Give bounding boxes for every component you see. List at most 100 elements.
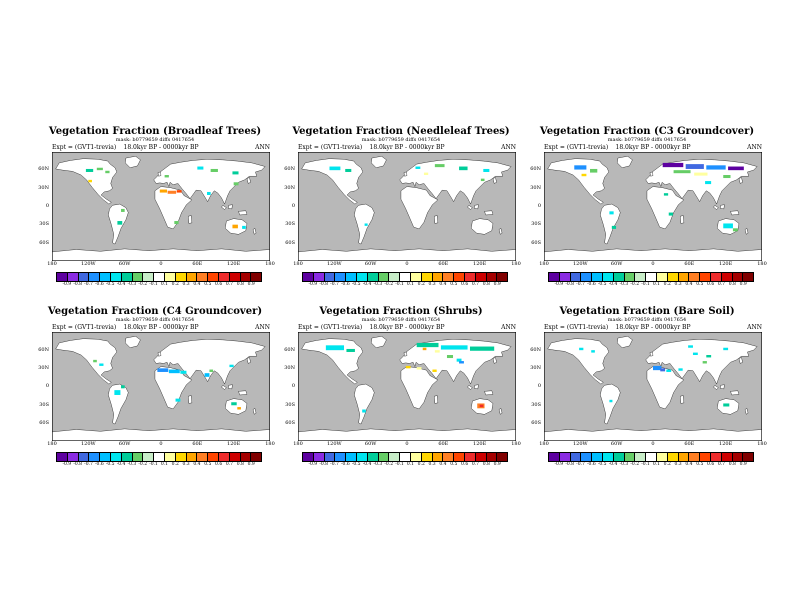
colorbar-labels: -0.9 -0.8 -0.7 -0.6 -0.5 -0.4 -0.3 -0.2 -0.1 0.1 0… [548, 283, 754, 290]
colorbar-tick-label: -0.9 [554, 282, 564, 288]
colorbar-tick-label: -0.1 [395, 462, 404, 468]
season-label: ANN [501, 323, 516, 331]
colorbar-segment [678, 453, 690, 462]
anomaly-patch [157, 368, 169, 373]
colorbar-tick-label: -0.7 [576, 282, 585, 288]
lon-tick-label: 120W [80, 441, 96, 448]
colorbar-segment [602, 453, 614, 462]
colorbar-segment [613, 453, 625, 462]
lat-tick-label: 60S [39, 419, 49, 426]
colorbar-tick-label: 0.8 [236, 462, 244, 468]
colorbar-segment [656, 273, 668, 282]
anomaly-patch [207, 192, 211, 196]
landmass [720, 204, 725, 210]
anomaly-patch [440, 345, 468, 350]
landmass [600, 384, 621, 425]
landmass [646, 186, 685, 230]
colorbar-segment [154, 453, 165, 462]
colorbar-segment [57, 273, 68, 282]
vegetation-panel: Vegetation Fraction (Needleleaf Trees) m… [284, 126, 521, 290]
anomaly-patch [666, 369, 672, 373]
colorbar-segment [186, 453, 198, 462]
colorbar-tick-label: 0.8 [482, 282, 490, 288]
colorbar-segment [389, 273, 401, 282]
lon-tick-label: 60E [438, 261, 449, 268]
landmass [645, 339, 758, 385]
colorbar-tick-label: -0.6 [587, 282, 596, 288]
colorbar-segment [497, 273, 508, 282]
colorbar-tick-label: 0.3 [428, 462, 436, 468]
landmass [680, 215, 685, 224]
colorbar-tick-label: 0.1 [160, 462, 168, 468]
landmass [649, 171, 654, 177]
colorbar-tick-label: -0.1 [641, 462, 650, 468]
lon-tick-label: 120W [572, 441, 588, 448]
anomaly-patch [590, 169, 598, 173]
landmass [371, 336, 387, 349]
landmass [238, 390, 248, 396]
landmass [649, 351, 654, 357]
colorbar-tick-label: -0.5 [105, 462, 115, 468]
landmass [498, 408, 503, 415]
lon-axis: 180 120W 60W 0 60E 120E 180 [293, 261, 521, 268]
lon-tick-label: 180 [265, 261, 275, 268]
landmass [298, 428, 516, 442]
anomaly-patch [456, 358, 462, 362]
anomaly-patch [653, 366, 662, 371]
landmass [221, 205, 227, 210]
lat-tick-label: 0 [291, 383, 295, 390]
lat-tick-label: 0 [45, 383, 49, 390]
landmass [738, 357, 743, 364]
colorbar-segment [581, 273, 593, 282]
landmass [617, 156, 633, 169]
colorbar-tick-label: -0.3 [619, 282, 629, 288]
colorbar-segment [240, 453, 252, 462]
landmass [403, 351, 408, 357]
colorbar-segment [251, 273, 262, 282]
map-svg [544, 332, 762, 442]
lat-axis: 60N 30N 0 30S 60S [38, 332, 50, 442]
lon-tick-label: 120E [719, 441, 733, 448]
lat-tick-label: 30N [530, 184, 541, 191]
colorbar-tick-label: -0.7 [330, 282, 339, 288]
map-area: 60N 30N 0 30S 60S 180 120W 60W 0 60E 120E 180 [530, 332, 767, 448]
colorbar-tick-label: 0.2 [171, 282, 179, 288]
colorbar-segment [143, 273, 155, 282]
colorbar-tick-label: 0.1 [406, 462, 414, 468]
expt-label: Expt = (GVT1-trevia) [544, 323, 609, 331]
map-svg [52, 332, 270, 442]
landmass [125, 336, 141, 349]
colorbar-tick-label: 0.5 [204, 282, 212, 288]
anomaly-patch [728, 166, 744, 171]
landmass [52, 428, 270, 442]
landmass [246, 357, 251, 364]
colorbar-segment [303, 273, 314, 282]
lat-tick-label: 60N [284, 346, 295, 353]
colorbar-segment [100, 273, 111, 282]
anomaly-patch [167, 190, 177, 194]
colorbar-tick-label: 0.9 [493, 282, 501, 288]
colorbar-tick-label: -0.6 [95, 462, 104, 468]
colorbar-segment [121, 453, 133, 462]
lat-tick-label: 60N [530, 166, 541, 173]
anomaly-patch [405, 366, 411, 369]
anomaly-patch [422, 347, 427, 351]
colorbar-tick-label: 0.4 [439, 282, 447, 288]
colorbar-segment [229, 453, 241, 462]
lat-tick-label: 30S [285, 221, 295, 228]
colorbar-tick-label: 0.5 [696, 282, 704, 288]
anomaly-patch [242, 225, 246, 229]
colorbar-tick-label: 0.5 [450, 282, 458, 288]
colorbar-tick-label: 0.9 [739, 282, 747, 288]
landmass [474, 384, 479, 390]
lon-tick-label: 180 [265, 441, 275, 448]
colorbar-tick-label: -0.7 [84, 282, 93, 288]
lon-tick-label: 0 [159, 441, 163, 448]
colorbar-segment [732, 273, 744, 282]
anomaly-patch [591, 350, 595, 353]
panel-header: Expt = (GVT1-trevia) 18.0kyr BP - 0000ky… [544, 144, 762, 152]
colorbar-tick-label: -0.5 [597, 462, 607, 468]
colorbar-segment [592, 273, 603, 282]
colorbar [302, 272, 508, 283]
landmass [354, 203, 375, 245]
